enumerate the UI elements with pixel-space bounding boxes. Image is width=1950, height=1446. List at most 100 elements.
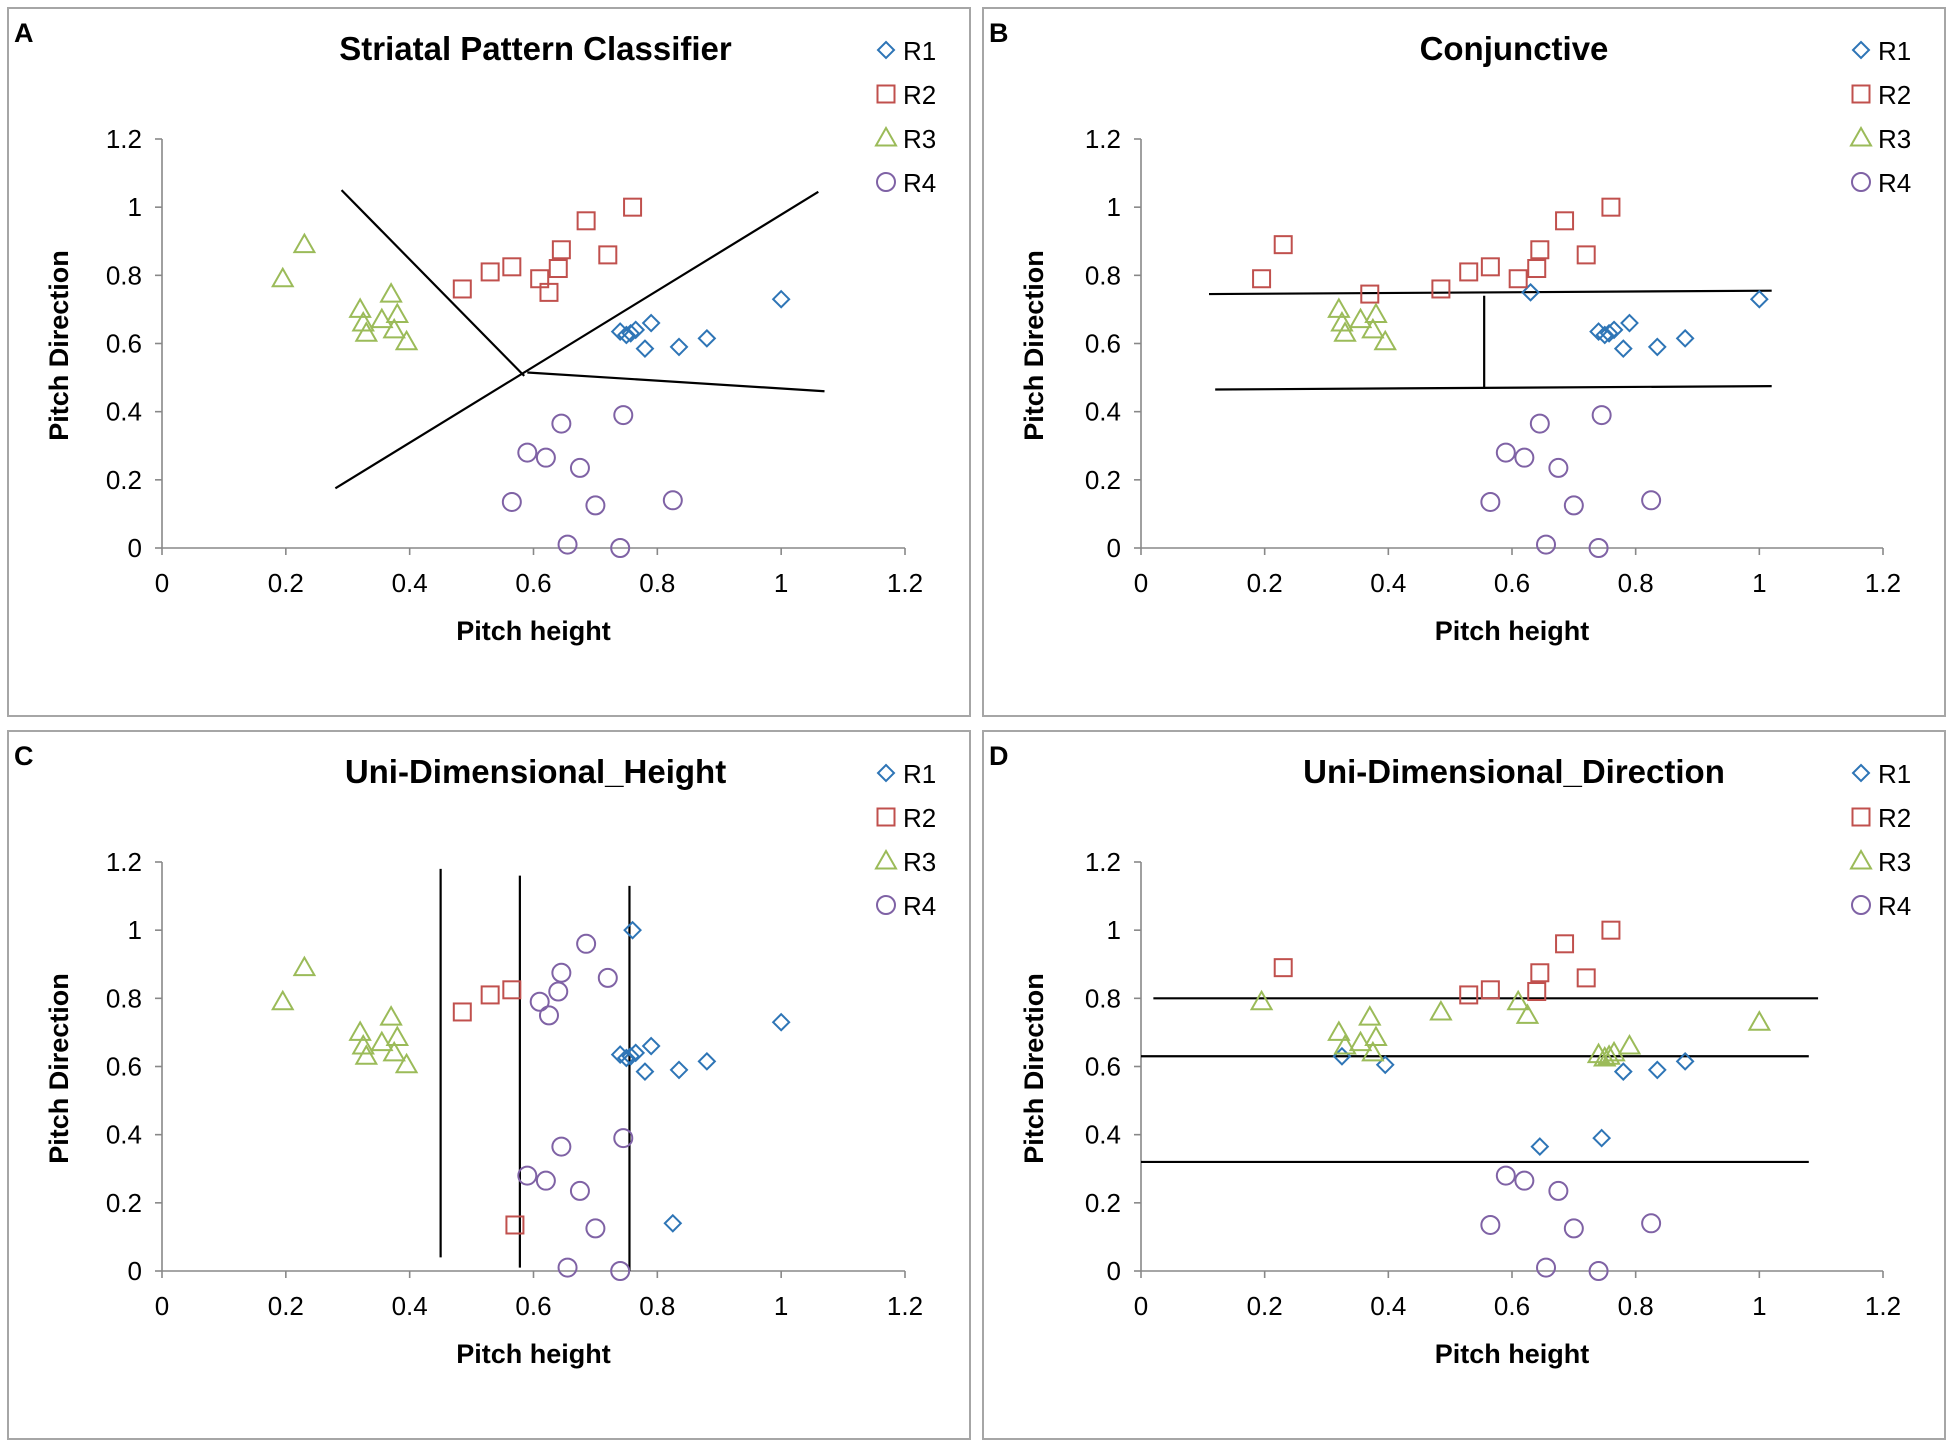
data-point-r4	[535, 1170, 556, 1191]
data-point-r4	[1529, 413, 1550, 434]
data-point-r4	[597, 967, 618, 988]
x-axis-label: Pitch height	[456, 616, 611, 646]
panel-frame	[7, 730, 971, 1440]
data-point-r4	[517, 1165, 538, 1186]
data-point-r1	[1375, 1055, 1395, 1075]
y-tick-label: 0	[128, 1256, 142, 1286]
data-point-r3	[1333, 1034, 1357, 1055]
data-point-r1	[1620, 313, 1639, 333]
data-point-r4	[613, 405, 634, 426]
data-point-r3	[1361, 317, 1385, 339]
data-point-r3	[370, 307, 394, 329]
data-point-r3	[292, 232, 317, 254]
y-tick-label: 1.2	[106, 124, 142, 154]
data-point-r2	[1459, 985, 1479, 1005]
data-point-r4	[610, 538, 631, 558]
x-tick-label: 0.8	[1618, 568, 1654, 598]
x-tick-label: 0.6	[515, 568, 551, 598]
data-point-r1	[669, 337, 689, 357]
legend-marker-r1	[1851, 763, 1871, 783]
data-point-r2	[1273, 958, 1293, 978]
data-point-r3	[1358, 1005, 1382, 1026]
x-tick-label: 0.6	[1494, 568, 1530, 598]
x-tick-label: 0	[155, 1291, 169, 1321]
data-point-r3	[394, 1052, 419, 1074]
data-point-r1	[1675, 328, 1695, 348]
data-point-r4	[1536, 1257, 1557, 1278]
legend-label: R3	[903, 124, 936, 154]
data-point-r1	[1595, 325, 1615, 345]
panel-C: C Uni-Dimensional_Height 0 0.2 0.4 0.6 0.8 1 1.2…	[7, 730, 971, 1440]
data-point-r4	[517, 442, 538, 463]
y-tick-label: 1.2	[1085, 847, 1121, 877]
data-point-r2	[1576, 245, 1596, 265]
y-tick-label: 0.6	[1085, 1052, 1121, 1082]
x-tick-label: 1.2	[1865, 1291, 1901, 1321]
x-tick-label: 0.6	[515, 1291, 551, 1321]
data-point-r3	[385, 1025, 410, 1047]
data-point-r1	[1604, 320, 1624, 340]
legend-marker-r3	[874, 125, 898, 147]
data-point-r1	[621, 323, 641, 343]
data-point-r2	[452, 1002, 472, 1022]
y-tick-label: 0.6	[1085, 329, 1121, 359]
chart-title: Uni-Dimensional_Height	[345, 753, 726, 790]
y-tick-label: 0.8	[106, 983, 142, 1013]
y-tick-label: 0	[1107, 533, 1121, 563]
legend-marker-r3	[874, 848, 898, 870]
data-point-r4	[551, 962, 572, 983]
data-point-r2	[1555, 934, 1575, 954]
data-point-r4	[613, 1128, 634, 1149]
data-point-r1	[1599, 323, 1619, 343]
y-tick-label: 0.2	[1085, 1188, 1121, 1218]
data-point-r1	[616, 1048, 636, 1068]
data-point-r3	[1361, 1040, 1385, 1062]
y-axis-label: Pitch Direction	[44, 250, 74, 441]
series-R4	[501, 405, 683, 558]
data-point-r3	[1348, 1030, 1373, 1052]
data-point-r4	[610, 1261, 631, 1281]
data-point-r1	[663, 1213, 683, 1233]
x-tick-label: 0.2	[1247, 568, 1283, 598]
data-point-r2	[1480, 980, 1500, 1000]
data-point-r4	[1480, 491, 1501, 512]
y-tick-label: 0.8	[1085, 983, 1121, 1013]
legend-label: R3	[1878, 847, 1911, 877]
series-R3	[271, 232, 419, 351]
x-tick-label: 1	[1752, 568, 1766, 598]
data-point-r4	[1588, 538, 1609, 558]
legend-marker-r3	[1849, 125, 1873, 147]
x-tick-label: 0.2	[268, 1291, 304, 1321]
series-R1	[610, 289, 791, 359]
data-point-r3	[354, 321, 379, 342]
series-R3	[271, 955, 419, 1074]
chart-title: Conjunctive	[1420, 30, 1609, 67]
x-axis-label: Pitch height	[1435, 1339, 1590, 1369]
data-point-r2	[1555, 211, 1575, 231]
series-R1	[610, 920, 791, 1233]
legend-label: R1	[1878, 36, 1911, 66]
legend-marker-r4	[1851, 895, 1871, 915]
data-point-r3	[1348, 307, 1373, 329]
data-point-r3	[354, 1044, 379, 1065]
data-point-r1	[635, 1062, 655, 1082]
data-point-r4	[569, 1180, 590, 1201]
data-point-r1	[1675, 1051, 1695, 1071]
x-tick-label: 1	[774, 1291, 788, 1321]
x-tick-label: 0.4	[1370, 568, 1406, 598]
data-point-r4	[557, 534, 578, 555]
series-R1	[1521, 282, 1769, 359]
legend-label: R4	[903, 891, 936, 921]
data-point-r1	[1521, 282, 1540, 302]
y-axis-label: Pitch Direction	[44, 973, 74, 1164]
data-point-r2	[548, 259, 568, 279]
y-tick-label: 0.4	[1085, 397, 1121, 427]
legend-marker-r3	[1849, 848, 1873, 870]
y-tick-label: 0.8	[106, 260, 142, 290]
data-point-r2	[480, 262, 500, 282]
legend-label: R1	[1878, 759, 1911, 789]
data-point-r1	[771, 1012, 791, 1032]
panel-D: D Uni-Dimensional_Direction 0 0.2 0.4 0.6 0.8 1…	[982, 730, 1946, 1440]
data-point-r4	[529, 991, 550, 1012]
data-point-r1	[1530, 1137, 1550, 1157]
